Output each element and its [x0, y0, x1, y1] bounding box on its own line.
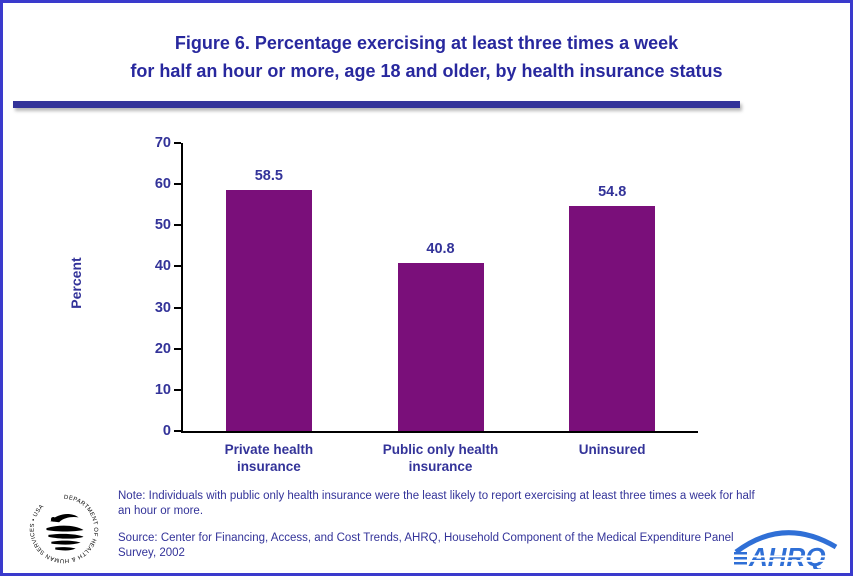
bar-group: 54.8	[526, 143, 698, 431]
hhs-logo: DEPARTMENT OF HEALTH & HUMAN SERVICES • …	[27, 491, 101, 573]
bar-value-label: 54.8	[598, 183, 627, 200]
y-axis-title: Percent	[68, 257, 84, 309]
y-tick-label: 20	[154, 340, 171, 357]
bar-group: 58.5	[183, 143, 355, 431]
bar-value-label: 58.5	[254, 168, 283, 185]
y-tick-label: 30	[154, 299, 171, 316]
bar-group: 40.8	[355, 143, 527, 431]
ahrq-logo: AHRQ	[734, 525, 838, 573]
bar-chart: Percent 0 10 20 30 40 50 60 70 58.5 40.8 54.8 Pri…	[3, 135, 850, 475]
y-tick-label: 60	[154, 176, 171, 193]
ahrq-swoosh-icon	[734, 530, 838, 555]
x-labels: Private health insurance Public only heal…	[183, 441, 698, 475]
title-divider-bar	[13, 101, 740, 108]
y-tick-mark	[174, 183, 181, 186]
title-line-1: Figure 6. Percentage exercising at least…	[174, 33, 679, 53]
y-tick-mark	[174, 224, 181, 227]
bar-value-label: 40.8	[426, 241, 455, 258]
source-text: Source: Center for Financing, Access, an…	[118, 532, 734, 559]
y-tick-mark	[174, 388, 181, 391]
y-tick-mark	[174, 265, 181, 268]
ahrq-speed-lines-icon	[734, 552, 747, 565]
y-tick-mark	[174, 306, 181, 309]
bar	[225, 190, 312, 431]
y-tick-mark	[174, 347, 181, 350]
y-tick-label: 10	[154, 381, 171, 398]
y-tick-mark	[174, 430, 181, 432]
bar	[569, 205, 656, 431]
bar	[397, 263, 484, 431]
page-title: Figure 6. Percentage exercising at least…	[3, 29, 850, 85]
hhs-eagle-icon	[46, 513, 84, 551]
x-category-label: Private health insurance	[224, 442, 314, 474]
plot-area: 58.5 40.8 54.8	[181, 143, 698, 433]
y-axis: 0 10 20 30 40 50 60 70	[123, 135, 181, 439]
note-text: Note: Individuals with public only healt…	[118, 490, 755, 517]
y-tick-label: 50	[154, 217, 171, 234]
y-tick-mark	[174, 142, 181, 144]
y-tick-label: 70	[154, 135, 171, 151]
x-category-label: Uninsured	[578, 442, 646, 457]
y-tick-label: 0	[162, 423, 171, 439]
title-line-2: for half an hour or more, age 18 and old…	[130, 61, 723, 81]
x-category-label: Public only health insurance	[382, 442, 499, 474]
y-tick-label: 40	[154, 258, 171, 275]
